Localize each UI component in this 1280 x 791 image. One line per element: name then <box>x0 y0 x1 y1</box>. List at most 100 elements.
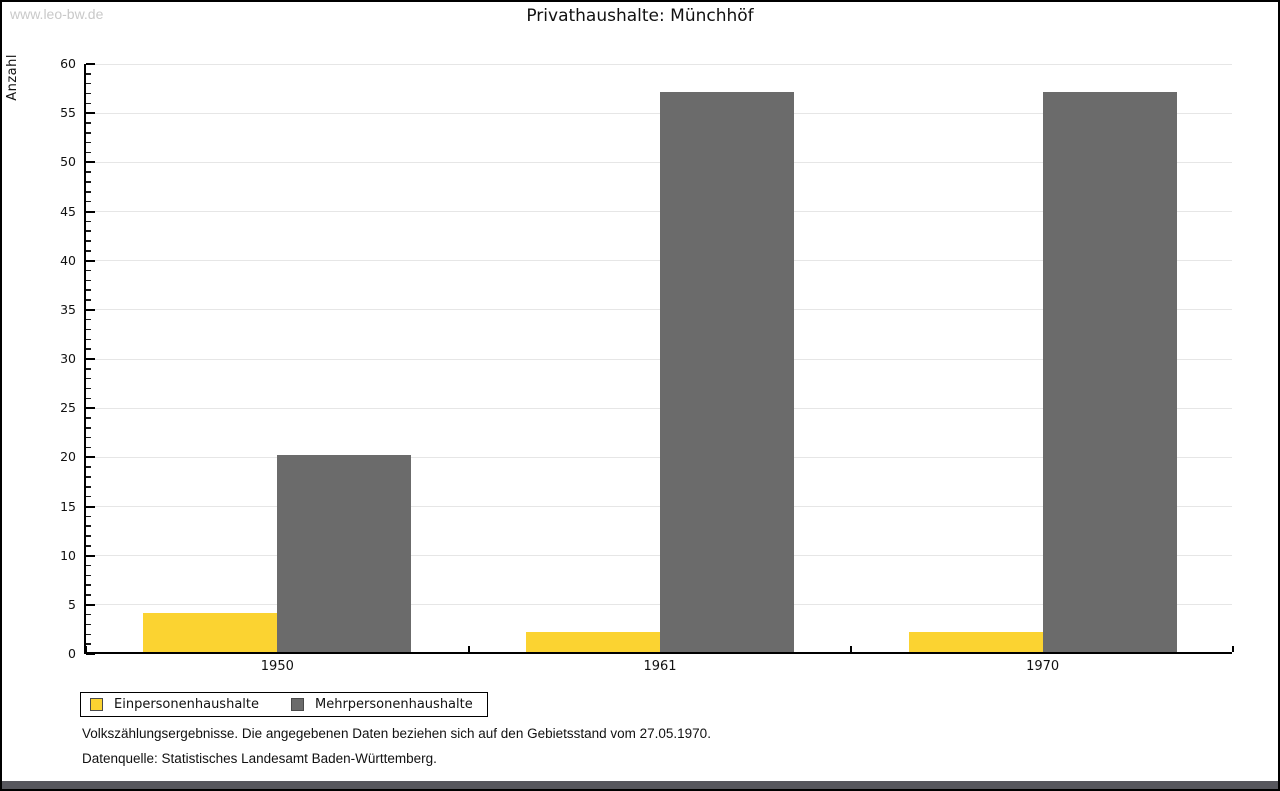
y-minor-tick <box>86 446 91 449</box>
legend: Einpersonenhaushalte Mehrpersonenhaushalt… <box>80 692 488 717</box>
y-minor-tick <box>86 171 91 173</box>
y-major-tick <box>86 653 95 655</box>
y-major-tick <box>86 358 95 360</box>
y-major-tick <box>86 259 95 262</box>
y-minor-tick <box>86 564 91 567</box>
x-boundary-tick <box>850 646 853 652</box>
y-major-tick <box>86 210 95 213</box>
y-minor-tick <box>86 141 91 144</box>
y-minor-tick <box>86 328 91 331</box>
x-boundary-tick <box>467 646 470 652</box>
bar-mehrpersonenhaushalte <box>277 455 412 652</box>
x-tick-label: 1950 <box>260 659 294 674</box>
y-tick-label: 15 <box>60 498 76 514</box>
y-minor-tick <box>86 613 91 616</box>
y-minor-tick <box>86 240 91 242</box>
bar-mehrpersonenhaushalte <box>660 91 794 652</box>
y-minor-tick <box>86 200 91 203</box>
y-tick-label: 50 <box>60 154 76 170</box>
y-minor-tick <box>86 486 91 488</box>
bar-mehrpersonenhaushalte <box>1042 91 1177 652</box>
y-minor-tick <box>86 92 91 95</box>
legend-swatch <box>291 698 304 711</box>
y-minor-tick <box>86 181 91 183</box>
gridline <box>86 112 1232 114</box>
y-minor-tick <box>86 250 91 252</box>
y-minor-tick <box>86 318 91 321</box>
gridline <box>86 604 1232 606</box>
bar-einpersonenhaushalte <box>908 632 1043 652</box>
legend-swatch <box>90 698 103 711</box>
y-minor-tick <box>86 623 91 626</box>
y-major-tick <box>86 603 95 606</box>
y-major-tick <box>86 407 95 410</box>
legend-item: Mehrpersonenhaushalte <box>291 697 473 712</box>
y-major-tick <box>86 308 95 311</box>
site-watermark: www.leo-bw.de <box>10 6 104 22</box>
gridline <box>86 260 1232 262</box>
y-minor-tick <box>86 289 91 291</box>
legend-label: Mehrpersonenhaushalte <box>315 697 473 712</box>
y-minor-tick <box>86 643 91 645</box>
gridline <box>86 211 1232 212</box>
y-tick-label: 30 <box>60 351 76 366</box>
bar-einpersonenhaushalte <box>143 612 278 652</box>
y-minor-tick <box>86 535 91 537</box>
y-minor-tick <box>86 368 91 370</box>
y-minor-tick <box>86 82 91 85</box>
y-minor-tick <box>86 594 91 596</box>
y-major-tick <box>86 554 95 557</box>
y-minor-tick <box>86 584 91 586</box>
y-major-tick <box>86 63 95 65</box>
plot-area: 0 5 10 15 20 25 30 35 40 45 50 55 60 1950 1961 1970 <box>60 56 1234 674</box>
legend-label: Einpersonenhaushalte <box>114 697 259 712</box>
y-tick-label: 35 <box>60 301 76 317</box>
y-major-tick <box>86 161 95 164</box>
bottom-bar <box>2 781 1278 789</box>
gridline <box>86 161 1232 163</box>
y-tick-label: 55 <box>60 105 76 121</box>
y-minor-tick <box>86 377 91 380</box>
gridline <box>86 407 1232 409</box>
y-minor-tick <box>86 476 91 478</box>
footnote-source-note: Volkszählungsergebnisse. Die angegebenen… <box>82 726 711 741</box>
gridline <box>86 309 1232 311</box>
chart-title: Privathaushalte: Münchhöf <box>526 6 754 26</box>
footnote-data-source: Datenquelle: Statistisches Landesamt Bad… <box>82 751 437 766</box>
y-minor-tick <box>86 545 91 547</box>
y-minor-tick <box>86 427 91 429</box>
gridline <box>86 358 1232 360</box>
y-tick-label: 10 <box>60 547 76 563</box>
y-tick-label: 45 <box>60 203 76 219</box>
y-minor-tick <box>86 466 91 468</box>
x-boundary-tick <box>1232 646 1234 652</box>
y-minor-tick <box>86 397 91 400</box>
y-tick-label: 40 <box>60 252 76 268</box>
y-major-tick <box>86 456 95 459</box>
y-minor-tick <box>86 338 91 341</box>
y-minor-tick <box>86 220 91 223</box>
y-minor-tick <box>86 436 91 439</box>
y-minor-tick <box>86 102 91 105</box>
y-minor-tick <box>86 417 91 419</box>
y-tick-label: 5 <box>68 596 76 612</box>
y-minor-tick <box>86 633 91 636</box>
gridline <box>86 506 1232 507</box>
y-minor-tick <box>86 73 91 75</box>
y-minor-tick <box>86 122 91 124</box>
y-minor-tick <box>86 151 91 154</box>
bar-einpersonenhaushalte <box>526 632 660 652</box>
y-minor-tick <box>86 299 91 301</box>
y-tick-label: 0 <box>68 646 76 661</box>
y-minor-tick <box>86 574 91 577</box>
y-minor-tick <box>86 279 91 282</box>
gridline <box>86 456 1232 458</box>
legend-item: Einpersonenhaushalte <box>90 697 259 712</box>
y-minor-tick <box>86 515 91 518</box>
x-tick-label: 1961 <box>643 659 677 674</box>
y-minor-tick <box>86 132 91 134</box>
y-tick-label: 60 <box>60 56 76 71</box>
gridline <box>86 555 1232 557</box>
x-tick-label: 1970 <box>1026 659 1060 674</box>
